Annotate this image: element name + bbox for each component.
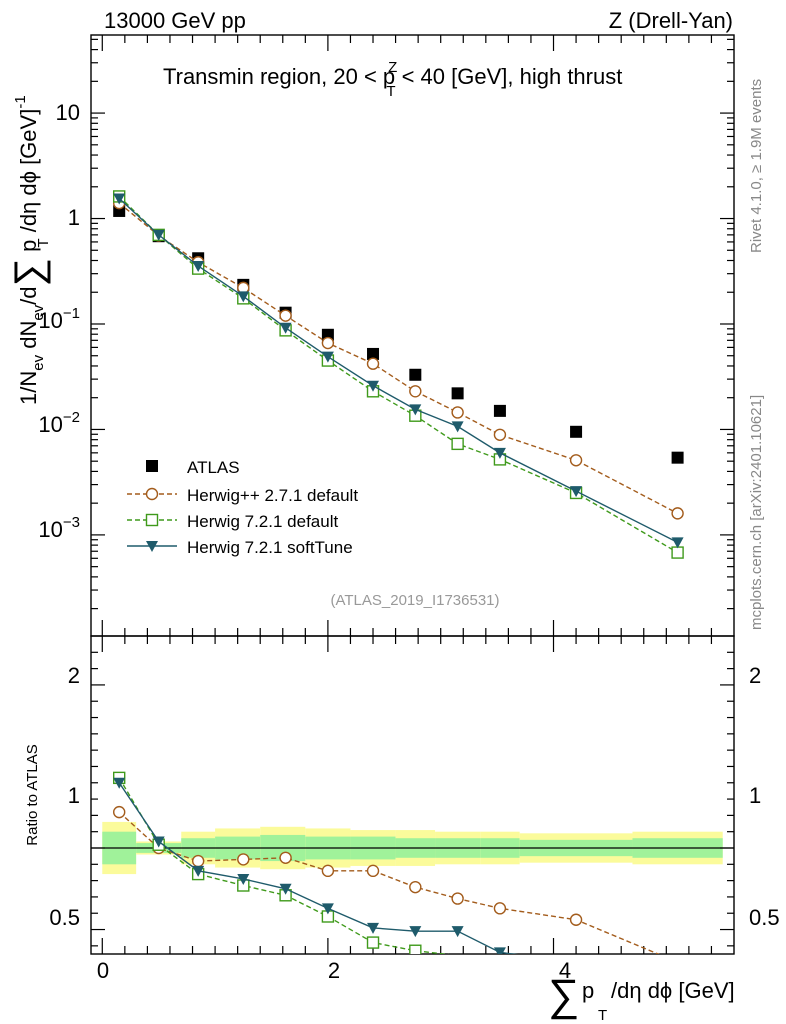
- ratio-ytick-1-left: 1: [68, 783, 80, 808]
- ratio-point-herwigpp-2: [191, 854, 205, 868]
- legend-label-softtune: Herwig 7.2.1 softTune: [187, 538, 353, 557]
- main-point-herwigpp-7: [409, 385, 422, 398]
- ytick-label-1: 1: [68, 205, 80, 230]
- ratio-point-h721-6: [366, 936, 380, 949]
- ratio-ytick-0.5-left: 0.5: [49, 905, 80, 930]
- ratio-point-softtune-8: [451, 926, 464, 938]
- ratio-point-softtune-5: [321, 903, 334, 915]
- main-plot-series: [113, 190, 684, 559]
- ratio-point-h721-7: [409, 944, 422, 954]
- legend-marker-softtune: [146, 541, 158, 552]
- legend: ATLAS Herwig++ 2.7.1 default Herwig 7.2.…: [127, 458, 358, 557]
- main-point-atlas-11: [671, 451, 684, 464]
- xtick-label-0: 0: [97, 958, 109, 983]
- ytick-label-1e-2: 10−2: [38, 409, 80, 437]
- ratio-series-clipped: [113, 771, 660, 954]
- ratio-point-herwigpp-3: [237, 853, 250, 866]
- main-line-h721: [118, 195, 678, 554]
- x-axis-label-tail: /dη dϕ [GeV]: [611, 978, 735, 1003]
- ytick-label-10: 10: [56, 100, 80, 125]
- main-point-softtune-11: [671, 537, 684, 549]
- ratio-point-softtune-1: [152, 836, 165, 848]
- mcplots-label: mcplots.cern.ch [arXiv:2401.10621]: [748, 395, 765, 630]
- main-point-atlas-8: [451, 387, 464, 400]
- main-point-herwigpp-11: [671, 507, 684, 520]
- main-y-axis-label: 1/Nev dNev/d∑ pT /dη dϕ [GeV]-1: [7, 95, 52, 405]
- main-point-herwigpp-4: [279, 309, 292, 322]
- ratio-point-softtune-2: [192, 865, 205, 877]
- ratio-point-herwigpp-7: [409, 880, 422, 894]
- ratio-ytick-1-right: 1: [749, 783, 761, 808]
- ratio-point-herwigpp-5: [321, 864, 335, 878]
- main-point-h721-11: [671, 546, 684, 559]
- analysis-id: (ATLAS_2019_I1736531): [330, 592, 499, 609]
- main-point-h721-8: [451, 437, 464, 451]
- xtick-label-2: 2: [328, 958, 340, 983]
- plot-title: Transmin region, 20 < pZ T < 40 [GeV], hi…: [163, 59, 622, 100]
- ratio-point-softtune-3: [237, 873, 250, 885]
- x-axis-label-p: p: [582, 978, 594, 1003]
- legend-marker-h721: [145, 513, 159, 527]
- main-point-herwigpp-8: [451, 406, 464, 419]
- legend-marker-atlas: [146, 460, 158, 472]
- ratio-point-herwigpp-9: [493, 902, 507, 915]
- legend-label-herwigpp: Herwig++ 2.7.1 default: [187, 486, 358, 505]
- main-point-atlas-6: [367, 347, 380, 360]
- ratio-line-herwigpp: [118, 811, 660, 954]
- legend-label-atlas: ATLAS: [187, 458, 240, 477]
- main-point-softtune-3: [237, 291, 250, 303]
- ratio-line-h721: [118, 777, 450, 954]
- ratio-y-axis-label: Ratio to ATLAS: [24, 744, 41, 845]
- ratio-ytick-2-left: 2: [68, 663, 80, 688]
- main-point-softtune-6: [367, 380, 380, 392]
- main-point-softtune-8: [451, 421, 464, 433]
- ratio-point-herwigpp-4: [279, 851, 292, 864]
- main-line-herwigpp: [118, 202, 678, 515]
- ratio-point-softtune-9: [493, 947, 506, 954]
- xtick-label-4: 4: [559, 958, 571, 983]
- main-point-atlas-9: [493, 404, 506, 417]
- main-point-herwigpp-9: [493, 428, 507, 441]
- ratio-point-herwigpp-8: [451, 892, 464, 905]
- rivet-version-label: Rivet 4.1.0, ≥ 1.9M events: [748, 79, 765, 253]
- svg-text:1/Nev dNev/d∑ pT /dη dϕ [GeV]: 1/Nev dNev/d∑ pT /dη dϕ [GeV]-1: [7, 95, 52, 405]
- main-point-atlas-10: [570, 425, 583, 438]
- legend-markers: [127, 460, 177, 552]
- main-point-herwigpp-10: [569, 454, 583, 467]
- main-point-softtune-0: [113, 193, 126, 205]
- main-point-softtune-1: [152, 229, 165, 241]
- header-right: Z (Drell-Yan): [609, 8, 733, 33]
- x-axis-label: ∑ p T /dη dϕ [GeV]: [548, 971, 735, 1024]
- main-point-softtune-9: [493, 447, 506, 459]
- main-point-atlas-7: [409, 368, 422, 381]
- ratio-line-softtune: [118, 782, 519, 954]
- main-point-softtune-5: [321, 351, 334, 363]
- ratio-plot-series: [113, 771, 660, 954]
- ratio-ytick-2-right: 2: [749, 663, 761, 688]
- ratio-ytick-0.5-right: 0.5: [749, 905, 780, 930]
- ratio-plot-frame: [90, 635, 735, 955]
- main-point-herwigpp-6: [366, 357, 380, 370]
- x-axis-sum-symbol: ∑: [548, 971, 579, 1020]
- main-line-softtune: [118, 197, 678, 543]
- main-point-herwigpp-5: [321, 336, 335, 350]
- ratio-point-softtune-4: [279, 883, 292, 895]
- ratio-point-herwigpp-0: [113, 805, 126, 819]
- ratio-point-softtune-6: [367, 922, 380, 934]
- main-point-softtune-4: [279, 322, 292, 334]
- ratio-point-softtune-0: [113, 777, 126, 789]
- ratio-point-softtune-7: [409, 926, 422, 938]
- legend-label-h721: Herwig 7.2.1 default: [187, 512, 338, 531]
- ratio-point-herwigpp-10: [569, 913, 583, 926]
- legend-marker-herwigpp: [145, 487, 159, 501]
- ratio-point-herwigpp-6: [366, 864, 380, 878]
- main-point-softtune-10: [570, 486, 583, 498]
- main-point-softtune-7: [409, 404, 422, 416]
- main-point-softtune-2: [192, 260, 205, 272]
- ytick-label-1e-3: 10−3: [38, 514, 80, 542]
- header-left: 13000 GeV pp: [104, 8, 246, 33]
- x-axis-label-T: T: [598, 1007, 607, 1024]
